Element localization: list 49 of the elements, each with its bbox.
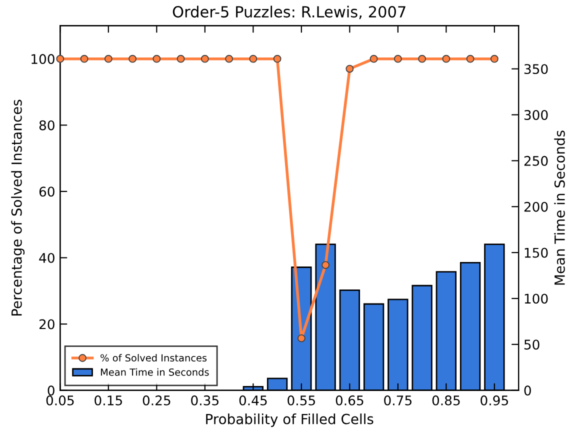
chart-title: Order-5 Puzzles: R.Lewis, 2007 [172,6,406,20]
x-axis-title: Probability of Filled Cells [206,414,374,427]
y2-tick-label: 100 [524,294,548,304]
point [249,54,258,63]
point [418,54,426,63]
point [152,54,161,63]
point [176,54,185,63]
point [466,54,474,63]
y2-tick-label: 50 [524,340,540,350]
point [346,64,354,73]
y2-axis-title: Mean Time in Seconds [554,130,565,285]
point [104,54,112,63]
y2-tick-label: 300 [524,110,548,120]
x-tick-label: 0.95 [480,395,508,406]
y-tick-label: 20 [39,319,54,330]
legend-label: Mean Time in Seconds [100,368,209,376]
point [225,54,234,63]
x-tick-label: 0.45 [239,395,267,406]
x-tick-label: 0.75 [384,395,412,406]
point [370,54,378,63]
y-tick-label: 40 [39,252,54,263]
point [128,54,136,63]
y2-tick-label: 0 [524,386,531,396]
point [273,54,282,63]
x-tick-label: 0.85 [432,395,460,406]
point [394,54,402,63]
point [297,334,306,342]
point [80,54,88,63]
x-tick-label: 0.55 [288,395,315,406]
point [200,54,209,63]
y2-tick-label: 350 [524,64,548,74]
y2-tick-label: 150 [524,248,548,258]
point [490,54,498,63]
x-tick-label: 0.35 [191,395,218,406]
point [322,261,330,269]
point [442,54,450,63]
point [56,54,64,63]
y-tick-label: 80 [39,120,54,130]
x-tick-label: 0.05 [46,395,74,406]
y-axis-title: Percentage of Solved Instances [11,100,25,316]
y-tick-label: 100 [32,54,54,64]
legend-label: % of Solved Instances [100,354,207,362]
x-tick-label: 0.25 [142,395,170,406]
x-tick-label: 0.65 [336,395,364,406]
y-tick-label: 60 [39,186,54,197]
y2-tick-label: 250 [524,156,548,166]
y-tick-label: 0 [48,386,54,396]
y2-tick-label: 200 [524,202,548,212]
x-tick-label: 0.15 [94,395,122,406]
